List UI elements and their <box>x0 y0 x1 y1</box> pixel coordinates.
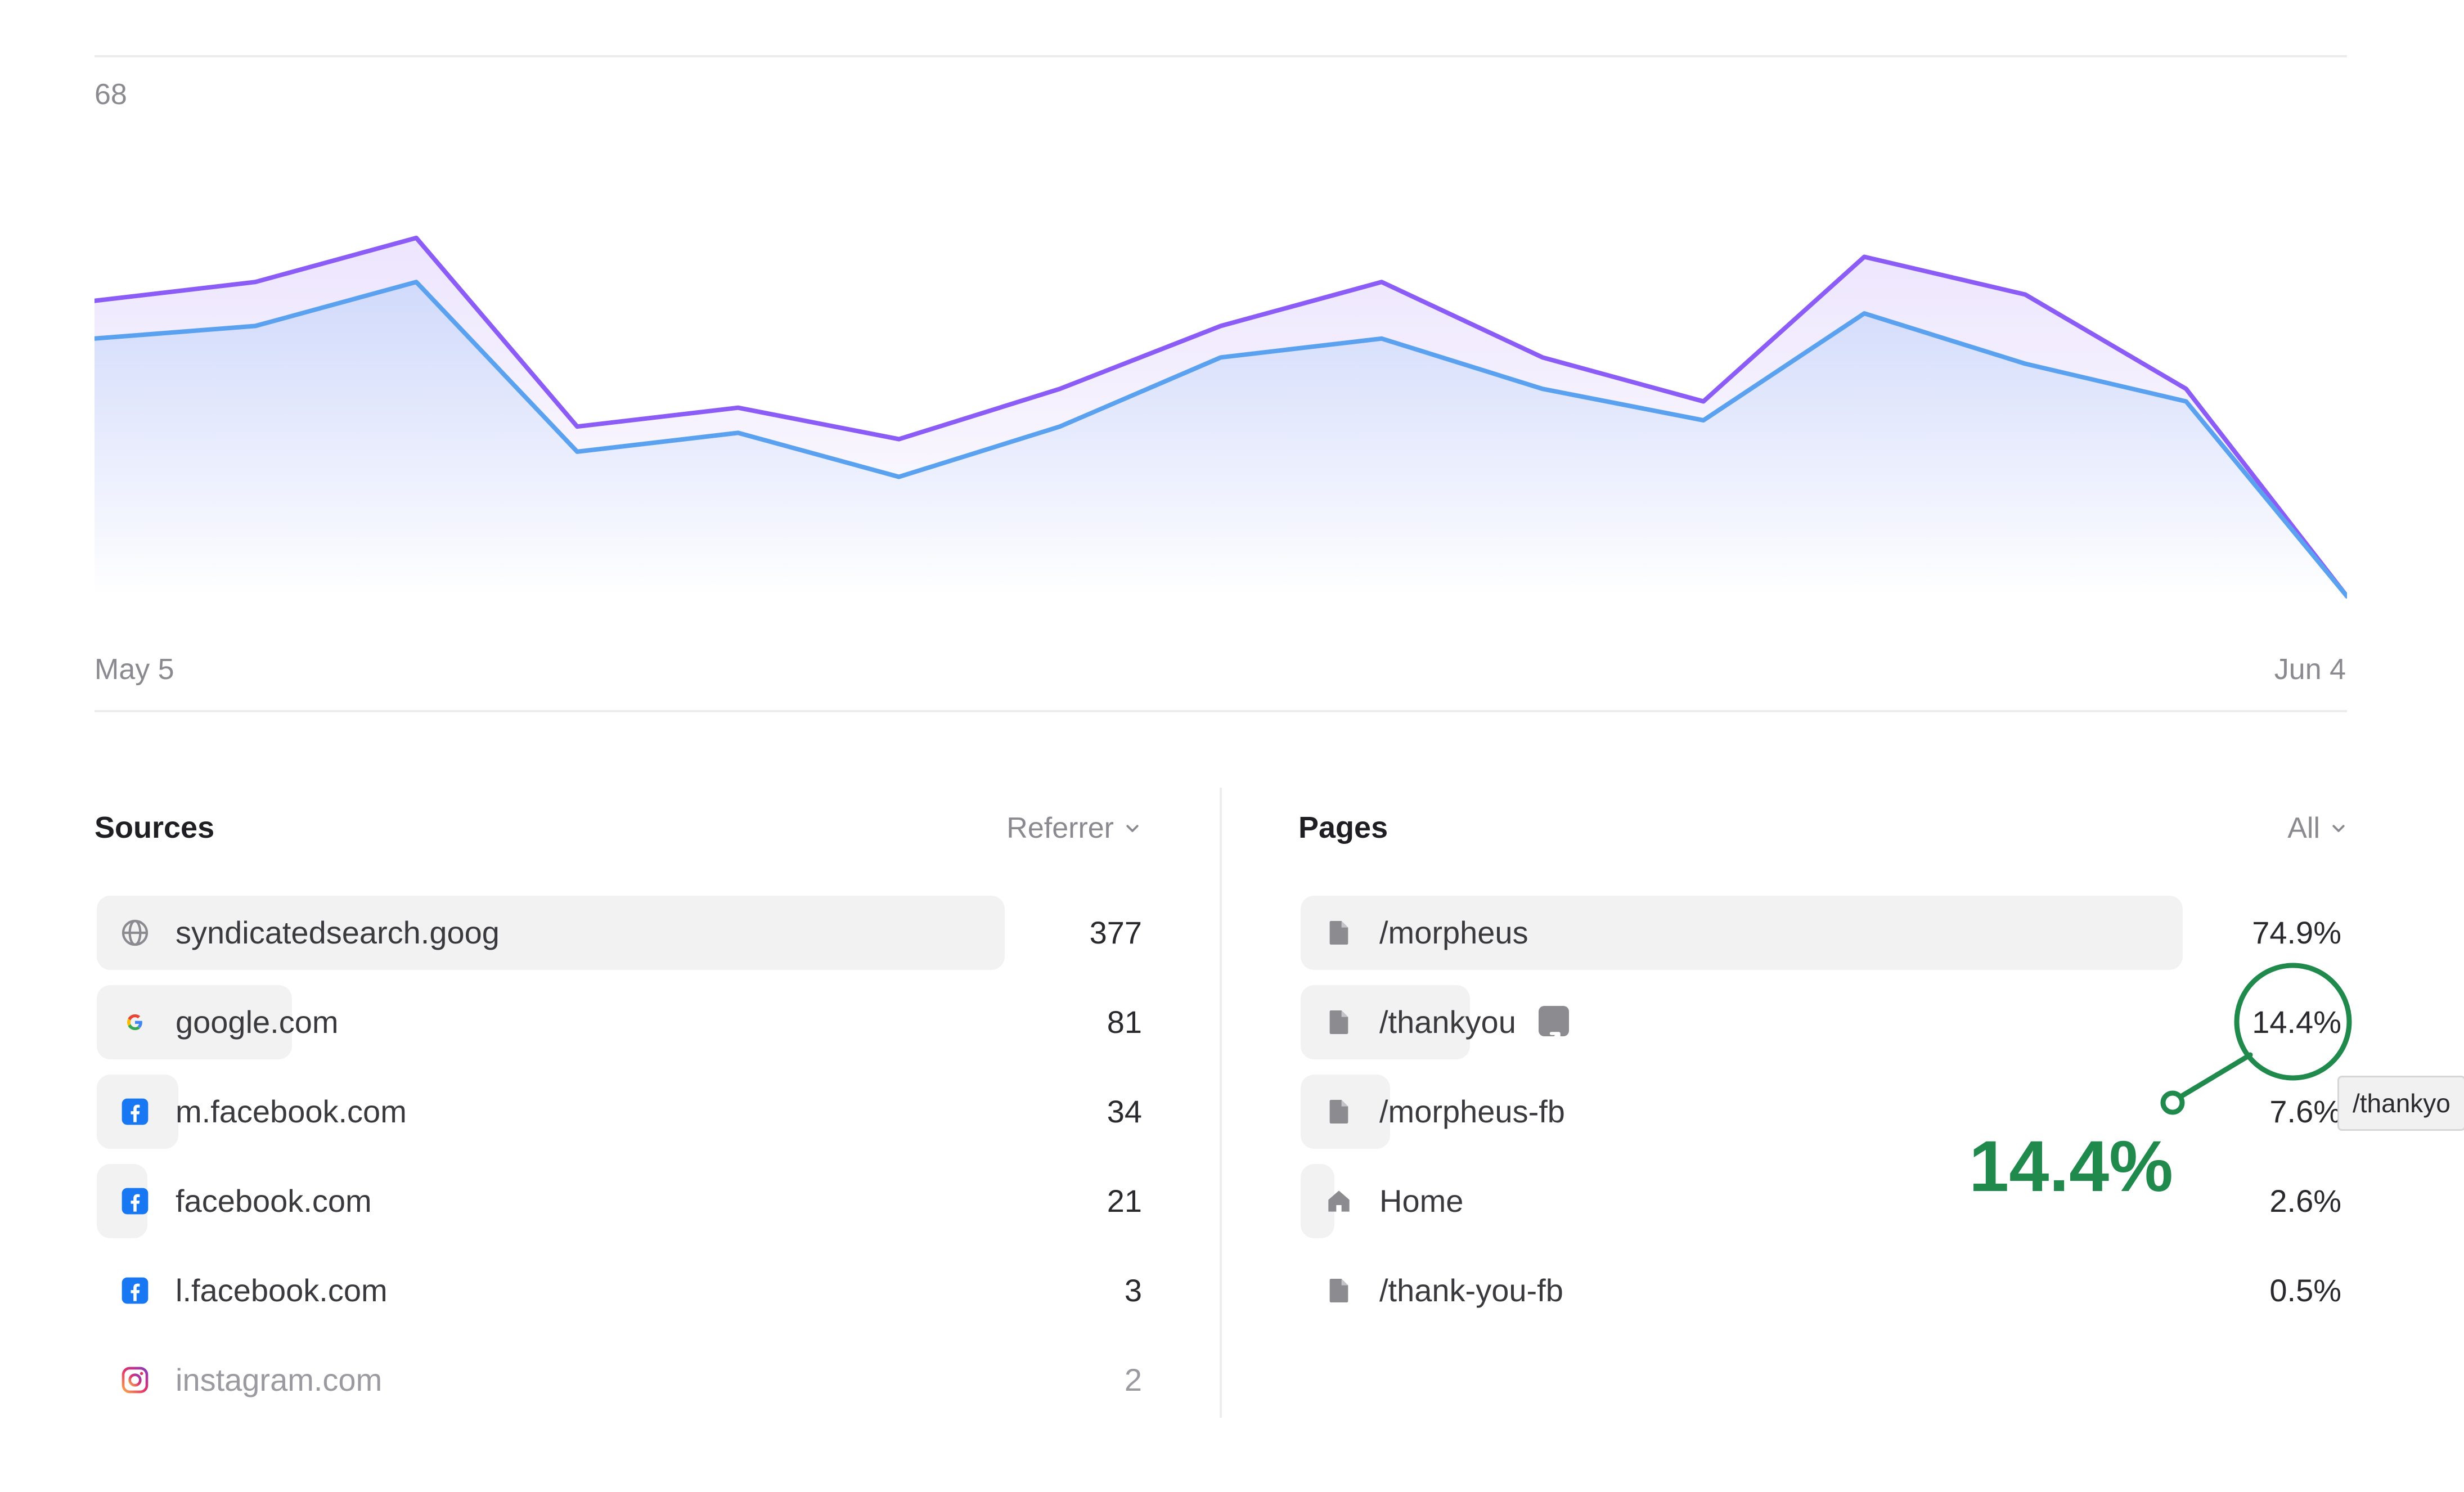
source-row[interactable]: syndicatedsearch.goog 377 <box>97 896 1142 970</box>
facebook-icon <box>119 1096 151 1127</box>
source-row[interactable]: google.com 81 <box>97 985 1142 1059</box>
pages-title: Pages <box>1298 811 1388 844</box>
source-row-value: 81 <box>1107 1004 1142 1040</box>
source-row-bar <box>97 896 1005 970</box>
series-purple-point[interactable] <box>1052 381 1068 397</box>
source-row-value: 377 <box>1089 915 1142 950</box>
sources-title: Sources <box>95 811 215 844</box>
globe-icon <box>119 917 151 949</box>
page-icon <box>1323 1006 1355 1038</box>
chart-x-end-label: Jun 4 <box>2274 653 2346 686</box>
series-purple-point[interactable] <box>1374 274 1390 290</box>
series-purple-point[interactable] <box>1535 349 1550 365</box>
google-icon <box>119 1006 151 1038</box>
page-row[interactable]: /thankyou 14.4% <box>1301 985 2341 1059</box>
source-row[interactable]: facebook.com 21 <box>97 1164 1142 1238</box>
series-purple-line <box>95 235 2347 599</box>
page-row-value: 2.6% <box>2269 1183 2341 1219</box>
source-row-value: 3 <box>1124 1273 1142 1308</box>
page-row[interactable]: Home 2.6% <box>1301 1164 2341 1238</box>
source-row[interactable]: l.facebook.com 3 <box>97 1253 1142 1328</box>
chevron-down-icon <box>1126 825 1139 832</box>
source-row-label: l.facebook.com <box>176 1273 388 1308</box>
series-blue-point[interactable] <box>248 318 263 334</box>
sources-filter-label: Referrer <box>1006 812 1114 844</box>
page-row-bar <box>1301 896 2183 970</box>
instagram-icon <box>119 1364 151 1396</box>
page-row-bar <box>1301 985 1471 1059</box>
page-icon <box>1323 1096 1355 1127</box>
page-row[interactable]: /morpheus-fb 7.6% <box>1301 1075 2341 1149</box>
page-row-label: Home <box>1379 1183 1464 1219</box>
annotation-label: 14.4% <box>1969 1126 2173 1207</box>
series-purple-point[interactable] <box>1856 249 1872 264</box>
external-link-icon[interactable] <box>1538 1006 1569 1045</box>
page-tooltip: /thankyo <box>2337 1076 2464 1131</box>
page-row-label: /thank-you-fb <box>1379 1273 1563 1308</box>
source-row-label: google.com <box>176 1004 339 1040</box>
pages-filter-dropdown[interactable]: All <box>2287 811 2347 845</box>
series-purple-point[interactable] <box>569 419 585 434</box>
series-purple-point[interactable] <box>1213 318 1229 334</box>
source-row[interactable]: instagram.com 2 <box>97 1343 1142 1417</box>
pages-filter-label: All <box>2287 812 2320 844</box>
facebook-icon <box>119 1275 151 1306</box>
series-blue-point[interactable] <box>1535 381 1550 397</box>
series-blue-point[interactable] <box>1856 305 1872 321</box>
source-row[interactable]: m.facebook.com 34 <box>97 1075 1142 1149</box>
series-purple-point[interactable] <box>2017 287 2033 303</box>
source-row-label: m.facebook.com <box>176 1094 407 1129</box>
chart-x-start-label: May 5 <box>95 653 174 686</box>
page-icon <box>1323 917 1355 949</box>
visitors-area-chart[interactable] <box>95 146 2347 608</box>
series-blue-point[interactable] <box>2178 394 2194 410</box>
facebook-icon <box>119 1185 151 1217</box>
series-blue-point[interactable] <box>2017 356 2033 371</box>
series-blue-point[interactable] <box>569 444 585 460</box>
page-row-value: 7.6% <box>2269 1094 2341 1129</box>
page-row-label: /morpheus-fb <box>1379 1094 1565 1129</box>
page-row-value: 0.5% <box>2269 1273 2341 1308</box>
page-icon <box>1323 1275 1355 1306</box>
source-row-label: syndicatedsearch.goog <box>176 915 500 950</box>
series-purple-point[interactable] <box>1696 394 1711 410</box>
series-purple-point[interactable] <box>730 400 746 416</box>
chart-y-max-label: 68 <box>95 78 127 111</box>
sources-filter-dropdown[interactable]: Referrer <box>1006 811 1141 845</box>
chart-bottom-divider <box>95 710 2347 712</box>
page-row[interactable]: /thank-you-fb 0.5% <box>1301 1253 2341 1328</box>
series-blue-point[interactable] <box>1696 412 1711 428</box>
series-blue-point[interactable] <box>1052 419 1068 434</box>
home-icon <box>1323 1185 1355 1217</box>
chevron-down-icon <box>2332 825 2345 832</box>
source-row-value: 2 <box>1124 1362 1142 1397</box>
series-purple-point[interactable] <box>891 432 907 447</box>
page-row-value: 74.9% <box>2252 915 2341 950</box>
series-blue-point[interactable] <box>730 425 746 441</box>
chart-top-divider <box>95 55 2347 57</box>
series-blue-point[interactable] <box>1213 349 1229 365</box>
series-purple-point[interactable] <box>248 274 263 290</box>
series-blue-line <box>95 280 2347 599</box>
series-blue-point[interactable] <box>891 469 907 485</box>
panel-divider <box>1220 788 1222 1418</box>
source-row-label: facebook.com <box>176 1183 372 1219</box>
page-row-label: /morpheus <box>1379 915 1528 950</box>
page-row-value: 14.4% <box>2252 1004 2341 1040</box>
series-blue-area <box>95 282 2347 596</box>
series-purple-point[interactable] <box>408 230 424 246</box>
page-row-label: /thankyou <box>1379 985 1569 1059</box>
source-row-value: 34 <box>1107 1094 1142 1129</box>
series-blue-point[interactable] <box>1374 331 1390 347</box>
source-row-label: instagram.com <box>176 1362 383 1397</box>
series-blue-point[interactable] <box>408 274 424 290</box>
page-row[interactable]: /morpheus 74.9% <box>1301 896 2341 970</box>
source-row-value: 21 <box>1107 1183 1142 1219</box>
